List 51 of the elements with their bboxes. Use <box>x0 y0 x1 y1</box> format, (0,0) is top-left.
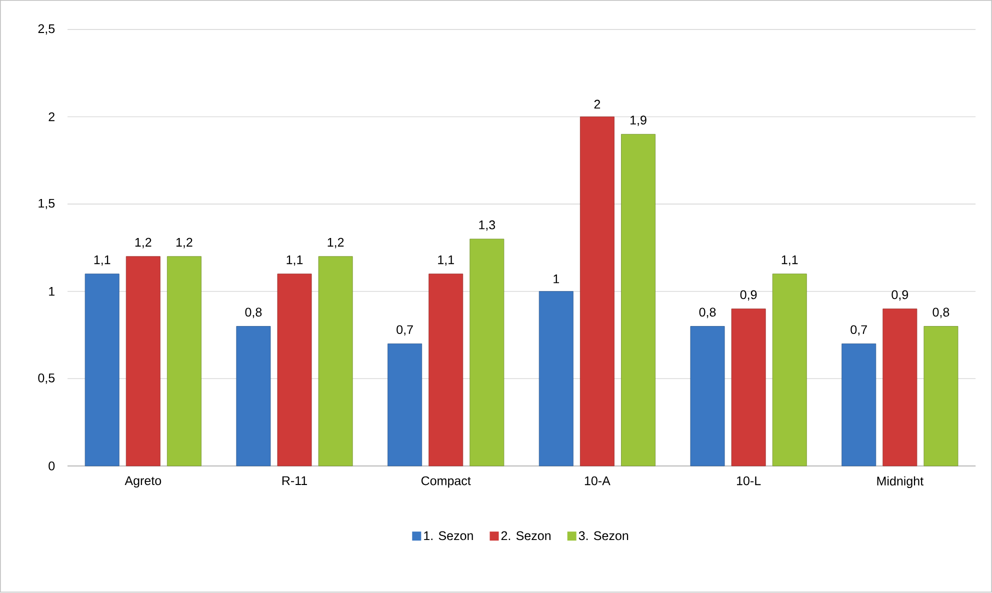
data-label: 0,7 <box>850 325 867 336</box>
data-label: 1,9 <box>630 116 646 126</box>
data-label: 0,9 <box>892 290 908 301</box>
bar <box>277 274 312 466</box>
bar <box>318 256 353 466</box>
data-label: 1,1 <box>782 256 798 266</box>
bar <box>470 239 504 466</box>
x-tick-label: 10-A <box>584 476 610 486</box>
bar <box>84 274 120 466</box>
bar <box>621 134 656 466</box>
bar <box>690 326 725 466</box>
bar <box>731 308 766 466</box>
bar <box>236 326 271 466</box>
data-label: 0,7 <box>396 325 413 336</box>
data-label: 1,1 <box>94 256 110 266</box>
data-label: 2 <box>594 100 600 109</box>
data-label: 0,8 <box>699 308 716 318</box>
bar <box>772 274 807 466</box>
bar <box>842 344 876 466</box>
data-label: 1,2 <box>176 238 192 248</box>
legend-label: 2. Sezon <box>501 532 550 540</box>
y-tick-label: 1 <box>49 287 54 296</box>
y-tick-label: 0 <box>48 462 55 471</box>
x-tick-label: Agreto <box>124 476 162 488</box>
x-tick-label: Midnight <box>877 476 924 488</box>
x-tick-label: 10-L <box>736 476 761 486</box>
data-label: 0,9 <box>740 290 757 301</box>
data-label: 1,1 <box>438 256 454 266</box>
bar <box>924 326 958 466</box>
bar <box>166 256 202 466</box>
data-label: 1,3 <box>479 220 496 231</box>
x-tick-label: R-11 <box>282 476 307 486</box>
data-label: 1,1 <box>286 256 303 266</box>
bar <box>126 256 160 466</box>
y-tick-label: 1,5 <box>38 199 55 210</box>
bar <box>428 274 464 466</box>
bar <box>882 308 918 466</box>
bar <box>538 291 574 466</box>
x-tick-label: Compact <box>421 476 471 488</box>
bar <box>580 116 614 466</box>
bar <box>388 344 422 466</box>
y-tick-label: 2,5 <box>38 24 55 35</box>
data-label: 0,8 <box>932 308 950 318</box>
data-label: 1 <box>554 274 560 284</box>
data-label: 1,2 <box>135 238 152 248</box>
y-tick-label: 2 <box>48 112 54 122</box>
data-label: 1,2 <box>328 238 344 248</box>
legend-label: 1. Sezon <box>424 532 473 540</box>
y-tick-label: 0,5 <box>38 374 55 384</box>
data-label: 0,8 <box>245 308 262 318</box>
legend-label: 3. Sezon <box>578 532 628 540</box>
